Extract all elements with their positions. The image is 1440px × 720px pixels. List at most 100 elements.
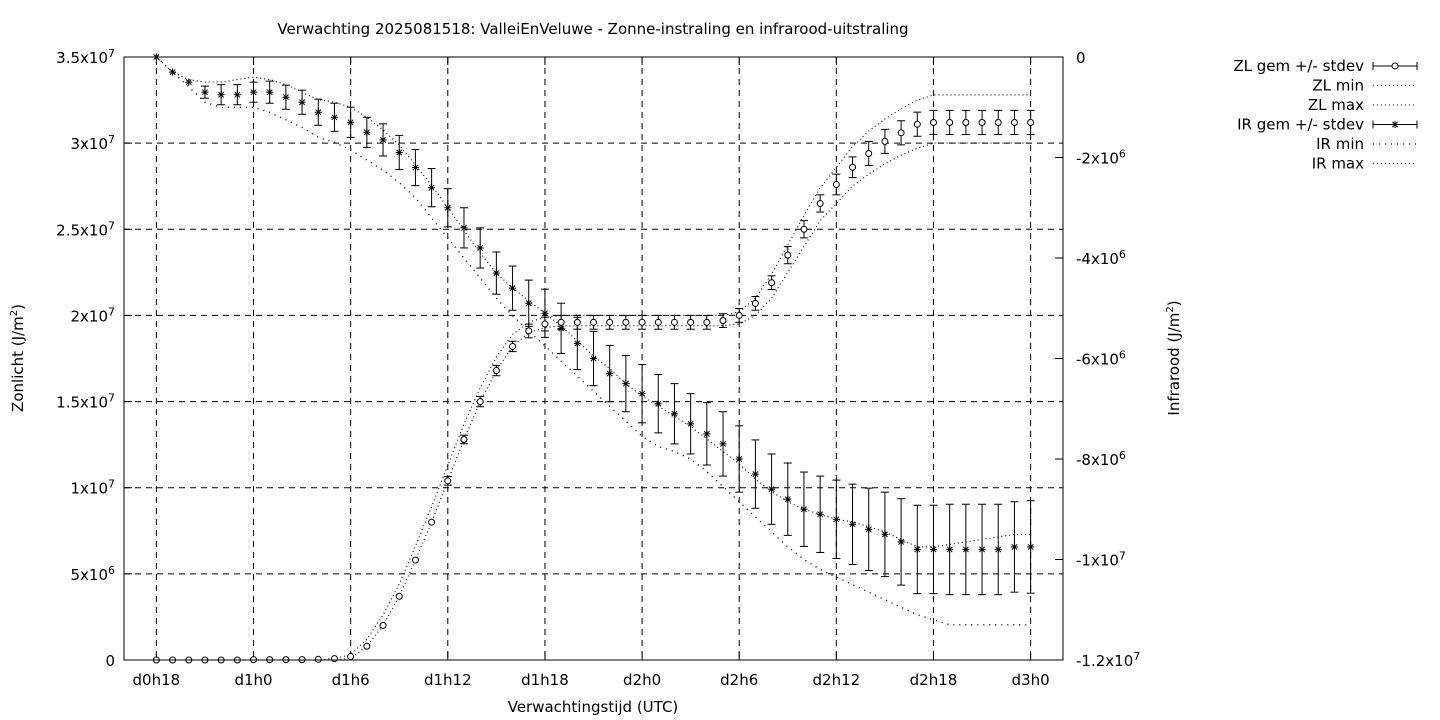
point-zl-gem-stdev	[800, 225, 808, 233]
point-ir-gem-stdev	[330, 113, 338, 121]
right-axis-ticks: 0 -2x106 -4x106 -6x106 -8x106 -1x107 -1.2x107	[1055, 49, 1140, 670]
y-right-tick-label: -1.2x107	[1076, 650, 1140, 670]
y-left-tick-label: 2.5x107	[56, 219, 115, 239]
point-ir-gem-stdev	[460, 224, 468, 232]
point-zl-gem-stdev	[525, 327, 533, 335]
point-zl-gem-stdev	[444, 477, 452, 485]
point-ir-gem-stdev	[751, 470, 759, 478]
point-ir-gem-stdev	[509, 284, 517, 292]
point-ir-gem-stdev	[573, 339, 581, 347]
legend-entry: ZL min	[1312, 77, 1417, 95]
point-ir-gem-stdev	[525, 299, 533, 307]
legend-entry: IR max	[1312, 155, 1417, 173]
point-ir-gem-stdev	[978, 545, 986, 553]
point-ir-gem-stdev	[444, 204, 452, 212]
point-ir-gem-stdev	[363, 128, 371, 136]
legend-entry: IR gem +/- stdev	[1237, 116, 1418, 134]
point-zl-gem-stdev	[703, 318, 711, 326]
point-ir-gem-stdev	[1027, 543, 1035, 551]
point-ir-gem-stdev	[217, 91, 225, 99]
point-ir-gem-stdev	[314, 108, 322, 116]
point-zl-gem-stdev	[314, 655, 322, 663]
point-ir-gem-stdev	[492, 269, 500, 277]
right-axis-label: Infrarood (J/m2)	[1165, 300, 1183, 415]
x-axis-label: Verwachtingstijd (UTC)	[508, 698, 679, 716]
point-zl-gem-stdev	[411, 556, 419, 564]
x-tick-label: d0h18	[133, 671, 181, 689]
error-bars	[200, 80, 1035, 596]
point-zl-gem-stdev	[768, 279, 776, 287]
point-zl-gem-stdev	[751, 299, 759, 307]
point-ir-gem-stdev	[784, 495, 792, 503]
legend-entry: ZL gem +/- stdev	[1233, 57, 1418, 75]
point-zl-gem-stdev	[557, 318, 565, 326]
y-right-tick-label: 0	[1076, 49, 1086, 67]
point-ir-gem-stdev	[347, 118, 355, 126]
legend-entry: IR min	[1316, 135, 1417, 153]
data-markers	[152, 53, 1035, 664]
point-ir-gem-stdev	[233, 91, 241, 99]
legend-entry: ZL max	[1308, 96, 1417, 114]
plot-frame	[123, 56, 1064, 661]
point-zl-gem-stdev	[509, 342, 517, 350]
point-zl-gem-stdev	[946, 118, 954, 126]
y-right-tick-label: -4x106	[1076, 248, 1126, 268]
point-ir-gem-stdev	[379, 136, 387, 144]
point-zl-gem-stdev	[573, 318, 581, 326]
point-zl-gem-stdev	[541, 320, 549, 328]
point-zl-gem-stdev	[929, 118, 937, 126]
point-zl-gem-stdev	[622, 318, 630, 326]
point-zl-gem-stdev	[816, 199, 824, 207]
point-zl-gem-stdev	[1027, 118, 1035, 126]
point-zl-gem-stdev	[994, 118, 1002, 126]
point-ir-gem-stdev	[946, 545, 954, 553]
y-left-tick-label: 1x107	[70, 478, 115, 498]
x-tick-label: d2h6	[720, 671, 758, 689]
y-left-tick-label: 0	[105, 652, 115, 670]
legend-label: ZL gem +/- stdev	[1233, 57, 1364, 75]
point-ir-gem-stdev	[913, 545, 921, 553]
point-ir-gem-stdev	[298, 98, 306, 106]
point-zl-gem-stdev	[913, 120, 921, 128]
point-ir-gem-stdev	[800, 505, 808, 513]
point-zl-gem-stdev	[638, 318, 646, 326]
point-zl-gem-stdev	[654, 318, 662, 326]
point-ir-gem-stdev	[654, 400, 662, 408]
point-zl-gem-stdev	[363, 642, 371, 650]
chart-title: Verwachting 2025081518: ValleiEnVeluwe -…	[277, 20, 908, 38]
point-zl-gem-stdev	[395, 592, 403, 600]
point-zl-gem-stdev	[460, 435, 468, 443]
legend-swatch	[1372, 120, 1418, 129]
y-left-tick-label: 3x107	[70, 133, 115, 153]
y-right-tick-label: -1x107	[1076, 550, 1126, 570]
legend-label: IR gem +/- stdev	[1237, 116, 1364, 134]
point-zl-gem-stdev	[347, 653, 355, 661]
point-ir-gem-stdev	[735, 455, 743, 463]
point-ir-gem-stdev	[849, 520, 857, 528]
point-ir-gem-stdev	[719, 440, 727, 448]
point-zl-gem-stdev	[687, 318, 695, 326]
y-left-tick-label: 5x106	[70, 564, 115, 584]
point-zl-gem-stdev	[330, 655, 338, 663]
point-zl-gem-stdev	[849, 163, 857, 171]
series-line-ir-min	[155, 56, 1031, 626]
x-tick-label: d1h0	[234, 671, 272, 689]
y-left-tick-label: 3.5x107	[56, 47, 115, 67]
x-tick-label: d2h12	[813, 671, 861, 689]
point-ir-gem-stdev	[185, 78, 193, 86]
point-zl-gem-stdev	[379, 622, 387, 630]
point-ir-gem-stdev	[250, 88, 258, 96]
point-ir-gem-stdev	[1010, 543, 1018, 551]
point-zl-gem-stdev	[832, 180, 840, 188]
point-ir-gem-stdev	[541, 309, 549, 317]
point-zl-gem-stdev	[590, 318, 597, 326]
left-axis-ticks: 0 5x106 1x107 1.5x107 2x107 2.5x107 3x107 3.5x1…	[56, 47, 132, 670]
point-zl-gem-stdev	[476, 398, 484, 406]
point-ir-gem-stdev	[169, 68, 177, 76]
legend-label: IR max	[1312, 155, 1364, 173]
point-zl-gem-stdev	[978, 118, 986, 126]
point-ir-gem-stdev	[557, 324, 565, 332]
point-ir-gem-stdev	[622, 380, 630, 388]
y-right-tick-label: -6x106	[1076, 349, 1126, 369]
y-left-tick-label: 2x107	[70, 305, 115, 325]
